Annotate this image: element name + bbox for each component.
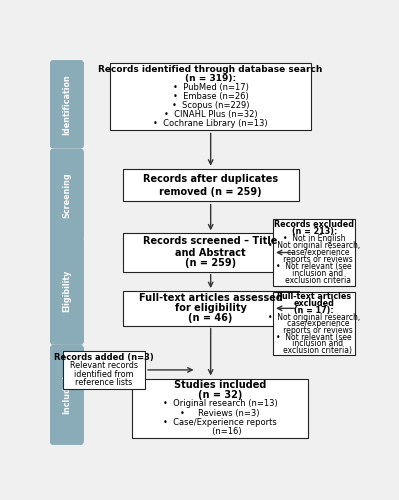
Text: Studies included: Studies included bbox=[174, 380, 266, 390]
Text: •  Original research (n=13): • Original research (n=13) bbox=[162, 400, 277, 408]
Text: and Abstract: and Abstract bbox=[175, 248, 246, 258]
Text: (n = 32): (n = 32) bbox=[198, 390, 242, 400]
Text: inclusion and: inclusion and bbox=[285, 340, 343, 348]
FancyBboxPatch shape bbox=[51, 150, 83, 240]
Bar bbox=[63, 350, 145, 389]
Text: Records after duplicates: Records after duplicates bbox=[143, 174, 278, 184]
Bar bbox=[122, 291, 299, 326]
Text: reports or reviews: reports or reviews bbox=[276, 255, 353, 264]
Text: (n = 259): (n = 259) bbox=[185, 258, 236, 268]
Text: case/experience: case/experience bbox=[280, 319, 349, 328]
Text: Records added (n=3): Records added (n=3) bbox=[54, 352, 154, 362]
Text: excluded: excluded bbox=[294, 299, 335, 308]
Text: •  PubMed (n=17): • PubMed (n=17) bbox=[173, 83, 249, 92]
Text: Relevant records: Relevant records bbox=[70, 361, 138, 370]
Text: exclusion criteria): exclusion criteria) bbox=[276, 346, 352, 355]
Text: Records screened – Title: Records screened – Title bbox=[144, 236, 278, 246]
Text: inclusion and: inclusion and bbox=[285, 270, 343, 278]
Text: (n = 46): (n = 46) bbox=[188, 313, 233, 323]
Text: Records excluded: Records excluded bbox=[274, 220, 354, 228]
Text: •  Embase (n=26): • Embase (n=26) bbox=[173, 92, 249, 101]
Text: exclusion criteria: exclusion criteria bbox=[278, 276, 351, 285]
Text: •  Cochrane Library (n=13): • Cochrane Library (n=13) bbox=[153, 119, 268, 128]
Text: reference lists: reference lists bbox=[75, 378, 132, 388]
Text: case/experience: case/experience bbox=[280, 248, 349, 257]
FancyBboxPatch shape bbox=[51, 61, 83, 148]
FancyBboxPatch shape bbox=[51, 346, 83, 444]
Text: (n=16): (n=16) bbox=[199, 427, 241, 436]
FancyBboxPatch shape bbox=[51, 238, 83, 344]
Text: •  Not original research,: • Not original research, bbox=[268, 312, 360, 322]
Text: reports or reviews: reports or reviews bbox=[276, 326, 353, 335]
Text: •  Not relevant (see: • Not relevant (see bbox=[277, 262, 352, 271]
Bar bbox=[122, 169, 299, 202]
Text: •  Not in English: • Not in English bbox=[283, 234, 346, 243]
Text: Identification: Identification bbox=[62, 74, 71, 134]
Text: Screening: Screening bbox=[62, 172, 71, 218]
Bar bbox=[132, 378, 308, 438]
Text: removed (n = 259): removed (n = 259) bbox=[159, 186, 262, 196]
Text: •  Scopus (n=229): • Scopus (n=229) bbox=[172, 101, 249, 110]
Text: •  Not original research,: • Not original research, bbox=[268, 241, 360, 250]
Text: for eligibility: for eligibility bbox=[175, 304, 247, 314]
Text: •  Case/Experience reports: • Case/Experience reports bbox=[163, 418, 277, 426]
Bar bbox=[273, 292, 355, 356]
Text: •  Not relevant (see: • Not relevant (see bbox=[277, 332, 352, 342]
Text: Full-text articles assessed: Full-text articles assessed bbox=[139, 294, 282, 304]
Text: Eligibility: Eligibility bbox=[62, 270, 71, 312]
Bar bbox=[110, 63, 311, 130]
Text: Included: Included bbox=[62, 376, 71, 414]
Text: (n = 213):: (n = 213): bbox=[292, 226, 337, 235]
Bar bbox=[273, 219, 355, 286]
Text: (n = 17):: (n = 17): bbox=[294, 306, 334, 315]
Text: Full-text articles: Full-text articles bbox=[277, 292, 352, 302]
Bar bbox=[122, 233, 299, 272]
Text: •  CINAHL Plus (n=32): • CINAHL Plus (n=32) bbox=[164, 110, 257, 119]
Text: Records identified through database search: Records identified through database sear… bbox=[99, 65, 323, 74]
Text: •     Reviews (n=3): • Reviews (n=3) bbox=[180, 408, 260, 418]
Text: identified from: identified from bbox=[74, 370, 134, 378]
Text: (n = 319):: (n = 319): bbox=[185, 74, 236, 83]
